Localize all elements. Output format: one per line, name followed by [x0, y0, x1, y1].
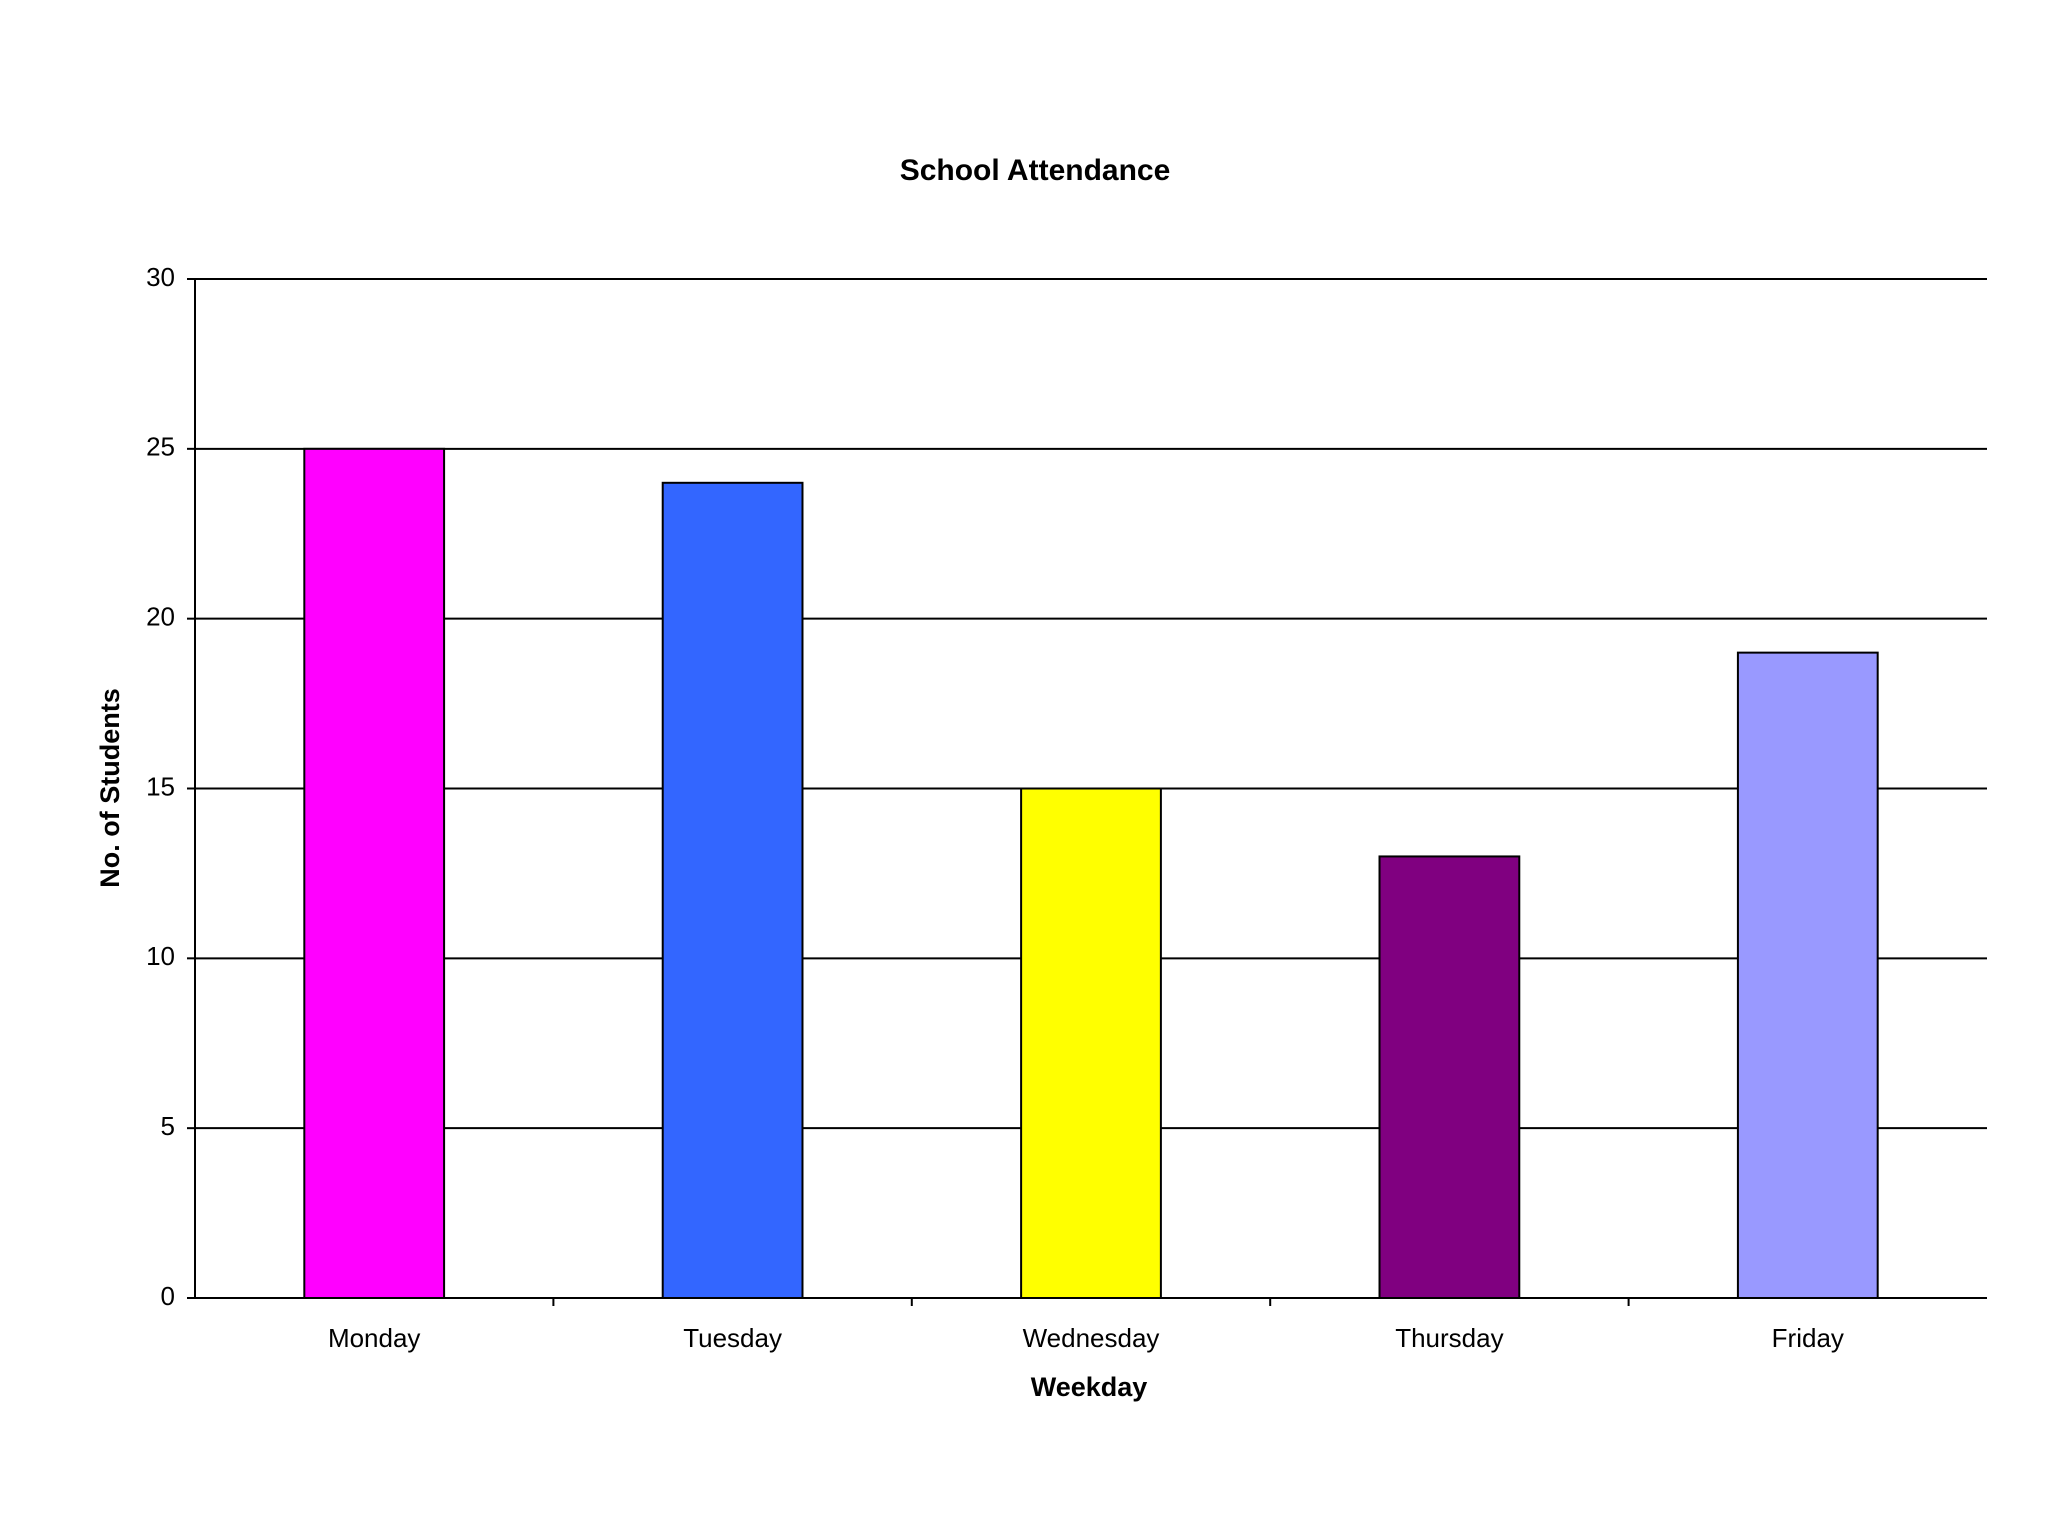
y-tick-label: 30: [146, 262, 175, 292]
x-tick-label: Thursday: [1395, 1323, 1503, 1353]
y-axis-title: No. of Students: [95, 688, 125, 887]
y-tick-label: 25: [146, 432, 175, 462]
x-tick-label: Wednesday: [1023, 1323, 1160, 1353]
y-tick-label: 5: [161, 1111, 175, 1141]
x-tick-label: Friday: [1772, 1323, 1844, 1353]
x-tick-label: Monday: [328, 1323, 421, 1353]
bar: [1020, 787, 1162, 1299]
chart-title: School Attendance: [900, 154, 1171, 187]
x-axis-title: Weekday: [1031, 1372, 1148, 1402]
x-tick-label: Tuesday: [683, 1323, 782, 1353]
y-tick-label: 10: [146, 941, 175, 971]
y-tick-label: 0: [161, 1281, 175, 1311]
bar: [661, 481, 804, 1299]
y-tick-label: 15: [146, 771, 175, 801]
y-tick-label: 20: [146, 602, 175, 632]
bar: [1736, 651, 1879, 1299]
bar: [303, 447, 446, 1300]
bar: [1378, 855, 1521, 1300]
